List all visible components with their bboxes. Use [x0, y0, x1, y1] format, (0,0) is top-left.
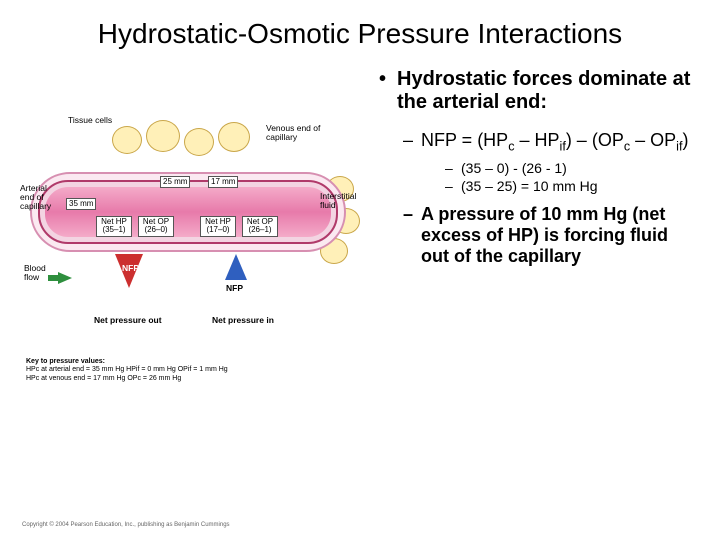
box-mid-hp-r: 17 mm — [208, 176, 238, 188]
pressure-key: Key to pressure values: HPc at arterial … — [26, 358, 228, 383]
bullet-formula: NFP = (HPc – HPif) – (OPc – OPif) — [403, 130, 700, 154]
bullet-calc2: (35 – 25) = 10 mm Hg — [445, 178, 700, 194]
label-arterial: Arterial end of capillary — [20, 184, 62, 211]
bullet-conclusion: A pressure of 10 mm Hg (net excess of HP… — [403, 204, 700, 267]
box-arterial-hp: 35 mm — [66, 198, 96, 210]
bullet-calc1: (35 – 0) - (26 - 1) — [445, 160, 700, 176]
label-nfp-in: NFP — [226, 284, 243, 293]
label-interstitial: Interstitial fluid — [320, 192, 364, 210]
slide-title: Hydrostatic-Osmotic Pressure Interaction… — [0, 0, 720, 58]
box-net-hp-art: Net HP (35–1) — [96, 216, 132, 237]
box-net-hp-ven: Net HP (17–0) — [200, 216, 236, 237]
capillary-diagram: Tissue cells Arterial end of capillary V… — [20, 68, 365, 388]
label-tissue: Tissue cells — [68, 116, 112, 125]
box-net-op-ven: Net OP (26–1) — [242, 216, 278, 237]
nfp-in-arrow — [225, 254, 247, 280]
content-area: Tissue cells Arterial end of capillary V… — [0, 58, 720, 388]
blood-flow-arrow — [58, 272, 72, 284]
text-column: Hydrostatic forces dominate at the arter… — [365, 68, 700, 388]
tissue-cell — [218, 122, 250, 152]
key-line1: HPc at arterial end = 35 mm Hg HPif = 0 … — [26, 366, 228, 374]
label-net-in: Net pressure in — [212, 316, 274, 325]
label-nfp-out: NFP — [122, 264, 139, 273]
box-net-op-art: Net OP (26–0) — [138, 216, 174, 237]
tissue-cell — [112, 126, 142, 154]
blood-flow-stem — [48, 275, 60, 281]
label-venous: Venous end of capillary — [266, 124, 321, 142]
box-mid-hp-l: 25 mm — [160, 176, 190, 188]
label-net-out: Net pressure out — [94, 316, 162, 325]
capillary-inner — [38, 180, 338, 244]
diagram-column: Tissue cells Arterial end of capillary V… — [20, 68, 365, 388]
tissue-cell — [146, 120, 180, 152]
bullet-main: Hydrostatic forces dominate at the arter… — [375, 68, 700, 114]
tissue-cell — [184, 128, 214, 156]
key-title: Key to pressure values: — [26, 358, 228, 366]
key-line2: HPc at venous end = 17 mm Hg OPc = 26 mm… — [26, 375, 228, 383]
copyright-text: Copyright © 2004 Pearson Education, Inc.… — [22, 522, 230, 528]
